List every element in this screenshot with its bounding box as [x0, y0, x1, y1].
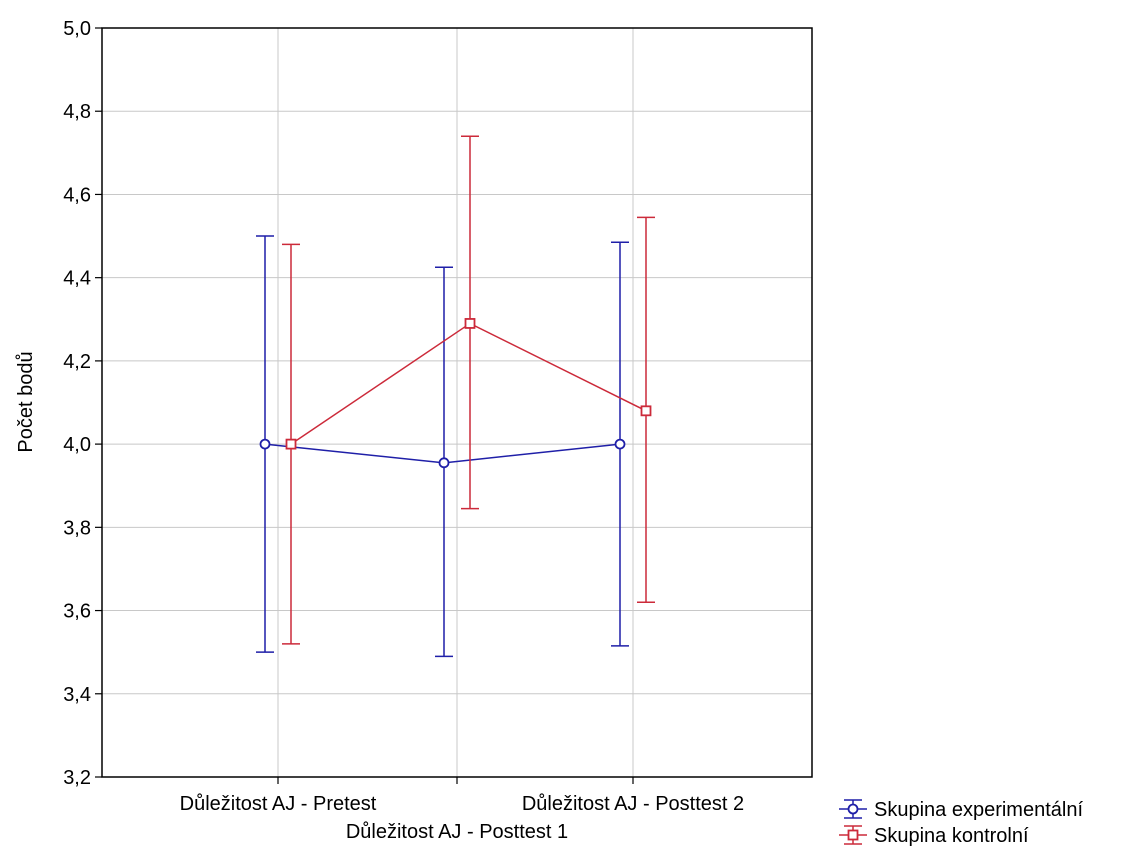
data-point-circle — [438, 457, 450, 469]
x-category-label: Důležitost AJ - Posttest 2 — [522, 793, 744, 815]
legend: Skupina experimentální Skupina kontrolní — [839, 799, 1083, 847]
y-axis-ticks: 3,2 3,4 3,6 3,8 4,0 4,2 4,4 4,6 4,8 5,0 — [63, 18, 102, 789]
legend-item: Skupina kontrolní — [839, 825, 1029, 847]
y-tick-label: 4,6 — [63, 184, 91, 206]
data-point-square — [640, 405, 652, 417]
x-category-label: Důležitost AJ - Posttest 1 — [346, 821, 568, 843]
grid-lines — [102, 27, 812, 778]
series-control — [282, 135, 655, 645]
series-experimental — [256, 235, 629, 658]
y-tick-label: 4,2 — [63, 351, 91, 373]
data-series — [256, 135, 655, 658]
y-tick-label: 3,6 — [63, 601, 91, 623]
y-tick-label: 3,4 — [63, 684, 91, 706]
legend-label: Skupina kontrolní — [874, 825, 1029, 847]
y-tick-label: 3,8 — [63, 517, 91, 539]
x-axis-category-labels: Důležitost AJ - Pretest Důležitost AJ - P… — [180, 777, 744, 843]
y-tick-label: 4,8 — [63, 101, 91, 123]
y-tick-label: 3,2 — [63, 767, 91, 789]
legend-item: Skupina experimentální — [839, 799, 1083, 821]
y-tick-label: 5,0 — [63, 18, 91, 40]
y-axis-title: Počet bodů — [15, 351, 37, 452]
legend-marker-square — [847, 829, 859, 841]
x-category-label: Důležitost AJ - Pretest — [180, 793, 377, 815]
data-point-square — [464, 318, 476, 329]
series-line — [290, 322, 647, 445]
y-tick-label: 4,0 — [63, 434, 91, 456]
legend-label: Skupina experimentální — [874, 799, 1083, 821]
data-point-square — [285, 438, 297, 450]
y-tick-label: 4,4 — [63, 268, 91, 290]
data-point-circle — [614, 438, 626, 450]
data-point-circle — [259, 438, 271, 450]
legend-marker-circle — [847, 803, 859, 815]
